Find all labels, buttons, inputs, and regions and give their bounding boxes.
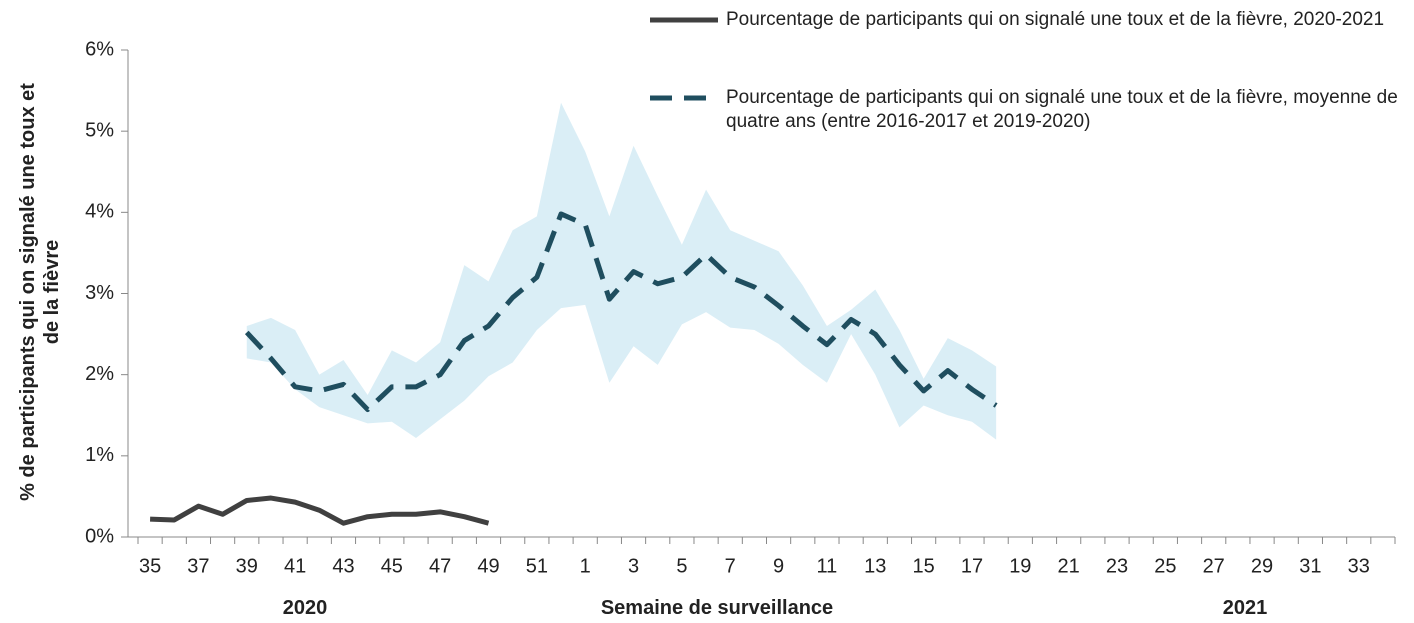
y-tick-label: 6% — [85, 38, 114, 60]
y-axis-title: % de participants qui on signalé une tou… — [17, 83, 63, 501]
x-tick-label: 31 — [1299, 555, 1321, 577]
x-axis-title: Semaine de surveillance — [600, 597, 834, 619]
x-tick-label: 3 — [628, 555, 639, 577]
x-tick-label: 35 — [139, 555, 161, 577]
x-tick-label: 27 — [1203, 555, 1225, 577]
series-line — [150, 495, 490, 526]
x-tick-label: 45 — [381, 555, 403, 577]
legend-label: Pourcentage de participants qui on signa… — [726, 87, 1398, 132]
y-tick-label: 1% — [85, 444, 114, 466]
x-tick-label: 19 — [1009, 555, 1031, 577]
x-tick-label: 13 — [864, 555, 886, 577]
x-tick-label: 11 — [817, 555, 838, 577]
x-tick-label: 33 — [1348, 555, 1370, 577]
y-tick-label: 5% — [85, 119, 114, 141]
y-tick-label: 2% — [85, 363, 114, 385]
x-tick-label: 17 — [961, 555, 983, 577]
year-label: 2020 — [282, 597, 328, 619]
x-tick-label: 21 — [1058, 555, 1080, 577]
legend-label: Pourcentage de participants qui on signa… — [726, 9, 1385, 30]
y-tick-label: 3% — [85, 282, 114, 304]
x-tick-label: 47 — [429, 555, 451, 577]
x-tick-label: 41 — [284, 555, 306, 577]
x-tick-label: 23 — [1106, 555, 1128, 577]
x-tick-label: 15 — [913, 555, 935, 577]
x-tick-label: 39 — [236, 555, 258, 577]
x-tick-label: 9 — [773, 555, 784, 577]
x-tick-label: 29 — [1251, 555, 1273, 577]
confidence-band — [246, 102, 997, 440]
x-tick-label: 49 — [477, 555, 499, 577]
x-tick-label: 7 — [725, 555, 736, 577]
x-tick-label: 51 — [526, 555, 548, 577]
x-tick-label: 43 — [332, 555, 354, 577]
x-tick-label: 1 — [580, 555, 591, 577]
year-label: 2021 — [1222, 597, 1268, 619]
y-tick-label: 0% — [85, 525, 114, 547]
x-tick-label: 37 — [187, 555, 209, 577]
y-tick-label: 4% — [85, 201, 114, 223]
x-tick-label: 5 — [676, 555, 687, 577]
x-tick-label: 25 — [1154, 555, 1176, 577]
series-line — [244, 211, 998, 413]
